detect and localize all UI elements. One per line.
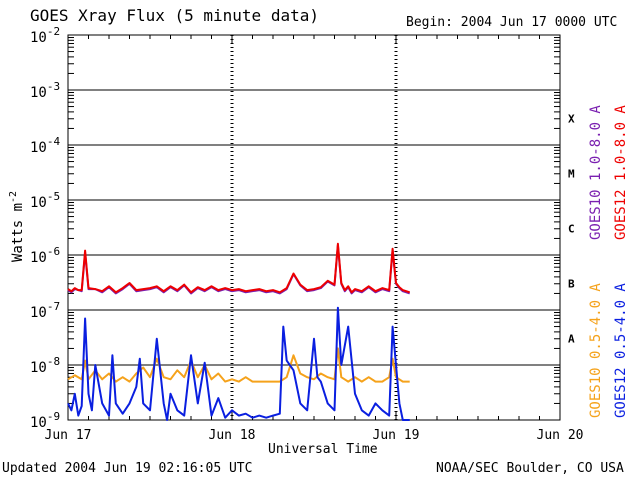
y-tick-labels: 10-910-810-710-610-510-410-310-2: [30, 25, 60, 431]
credit-text: NOAA/SEC Boulder, CO USA: [436, 461, 624, 476]
y-tick-label: 10-8: [30, 355, 60, 376]
y-tick-label: 10-3: [30, 80, 60, 101]
x-axis-label: Universal Time: [268, 442, 378, 457]
flare-class-label: C: [568, 223, 575, 236]
x-tick-label: Jun 17: [45, 428, 92, 443]
y-tick-exponent: -8: [47, 355, 60, 368]
y-tick-exponent: -6: [47, 245, 60, 258]
y-tick-exponent: -9: [47, 410, 60, 423]
legend-entry: GOES12 1.0-8.0 A: [613, 105, 629, 240]
flare-class-labels: A B C M X: [568, 113, 575, 346]
x-tick-label: Jun 20: [537, 428, 584, 443]
legend-entry: GOES10 0.5-4.0 A: [588, 283, 604, 418]
series-line: [67, 347, 410, 383]
chart-title: GOES Xray Flux (5 minute data): [30, 6, 319, 25]
legend: GOES10 1.0-8.0 A GOES12 1.0-8.0 A GOES10 0…: [588, 105, 629, 418]
legend-entry: GOES12 0.5-4.0 A: [613, 283, 629, 418]
y-axis-unit-exponent: -2: [8, 191, 19, 203]
x-tick-label: Jun 18: [209, 428, 256, 443]
series-line: [67, 306, 410, 421]
x-tick-labels: Jun 17 Jun 18 Jun 19 Jun 20: [45, 428, 584, 443]
y-tick-label: 10-6: [30, 245, 60, 266]
y-axis-label: Watts m-2: [8, 191, 26, 262]
y-tick-exponent: -3: [47, 80, 60, 93]
y-tick-label: 10-7: [30, 300, 60, 321]
flare-class-label: B: [568, 278, 575, 291]
minor-ticks: [67, 35, 561, 420]
y-tick-label: 10-5: [30, 190, 60, 211]
updated-timestamp: Updated 2004 Jun 19 02:16:05 UTC: [2, 461, 253, 476]
flare-class-label: A: [568, 333, 575, 346]
y-axis-unit: m: [10, 203, 26, 211]
y-tick-exponent: -2: [47, 25, 60, 38]
plot-area: [67, 34, 561, 421]
y-tick-exponent: -5: [47, 190, 60, 203]
y-tick-exponent: -4: [47, 135, 61, 148]
legend-entry: GOES10 1.0-8.0 A: [588, 105, 604, 240]
series-line: [67, 242, 411, 294]
flare-class-label: X: [568, 113, 575, 126]
begin-time: Begin: 2004 Jun 17 0000 UTC: [406, 15, 618, 30]
y-tick-exponent: -7: [47, 300, 60, 313]
flare-class-label: M: [568, 168, 575, 181]
y-tick-label: 10-2: [30, 25, 60, 46]
series-lines: [67, 242, 411, 421]
y-tick-label: 10-4: [30, 135, 60, 156]
x-tick-label: Jun 19: [373, 428, 420, 443]
